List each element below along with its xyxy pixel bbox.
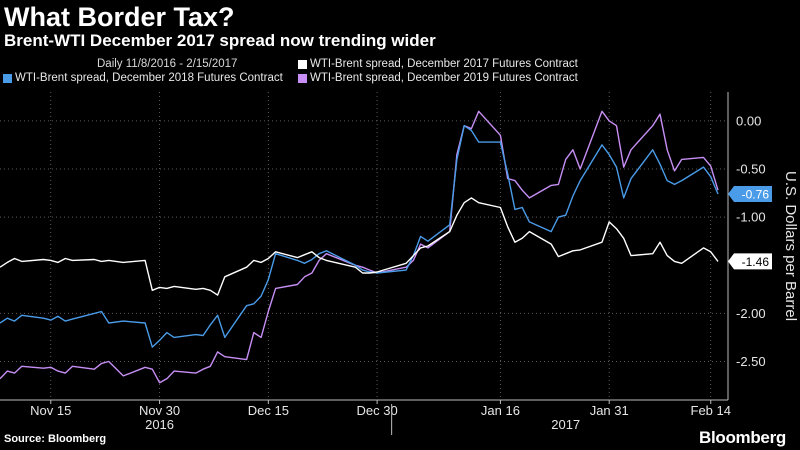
tag-background (728, 186, 772, 203)
legend-date-range: Daily 11/8/2016 - 2/15/2017 (97, 58, 238, 70)
y-axis-label: U.S. Dollars per Barrel (782, 171, 799, 321)
series-line-dec-2019 (0, 110, 719, 384)
legend-swatch-dec-2018 (3, 73, 12, 83)
legend-item-dec-2019: WTI-Brent spread, December 2019 Futures … (298, 72, 578, 84)
tag-background (728, 253, 772, 270)
year-label: 2016 (145, 417, 174, 432)
series-line-dec-2018 (0, 124, 719, 348)
legend-swatch-dec-2017 (298, 59, 307, 69)
y-tick-label: -2.00 (736, 306, 766, 321)
x-tick-label: Jan 16 (481, 403, 520, 418)
x-tick-label: Dec 30 (357, 403, 398, 418)
x-tick-label: Feb 14 (691, 403, 731, 418)
grid-lines (0, 92, 728, 400)
y-tick-label: -0.50 (736, 162, 766, 177)
last-value-tag-dec-2017: -1.46 (728, 253, 772, 270)
y-tick-label: 0.00 (736, 113, 761, 128)
x-tick-label: Jan 31 (590, 403, 629, 418)
x-tick-label: Nov 15 (30, 403, 71, 418)
year-label: 2017 (551, 417, 580, 432)
axes: 0.00 -0.50 -1.00 -2.00 -2.50 Nov 15 Nov 30 Dec … (0, 92, 766, 435)
y-tick-label: -1.00 (736, 210, 766, 225)
chart-subtitle: Brent-WTI December 2017 spread now trend… (4, 31, 436, 50)
brand-logo: Bloomberg (698, 428, 786, 447)
series-line-dec-2017 (0, 197, 719, 296)
legend-item-dec-2017: WTI-Brent spread, December 2017 Futures … (298, 58, 578, 70)
legend-label-dec-2017: WTI-Brent spread, December 2017 Futures … (310, 58, 578, 70)
y-tick-label: -2.50 (736, 354, 766, 369)
tag-value: -0.76 (742, 188, 770, 202)
chart-title: What Border Tax? (4, 2, 235, 32)
x-tick-label: Nov 30 (139, 403, 180, 418)
x-tick-label: Dec 15 (248, 403, 289, 418)
legend-label-dec-2019: WTI-Brent spread, December 2019 Futures … (310, 72, 578, 84)
last-value-tags: -0.76 -1.46 (728, 186, 772, 270)
series-lines (0, 110, 719, 384)
source-note: Source: Bloomberg (4, 433, 107, 445)
last-value-tag-dec-2018: -0.76 (728, 186, 772, 203)
legend-swatch-dec-2019 (298, 73, 307, 83)
tag-value: -1.46 (742, 255, 770, 269)
legend-item-dec-2018: WTI-Brent spread, December 2018 Futures … (3, 72, 283, 84)
legend-label-dec-2018: WTI-Brent spread, December 2018 Futures … (15, 72, 283, 84)
